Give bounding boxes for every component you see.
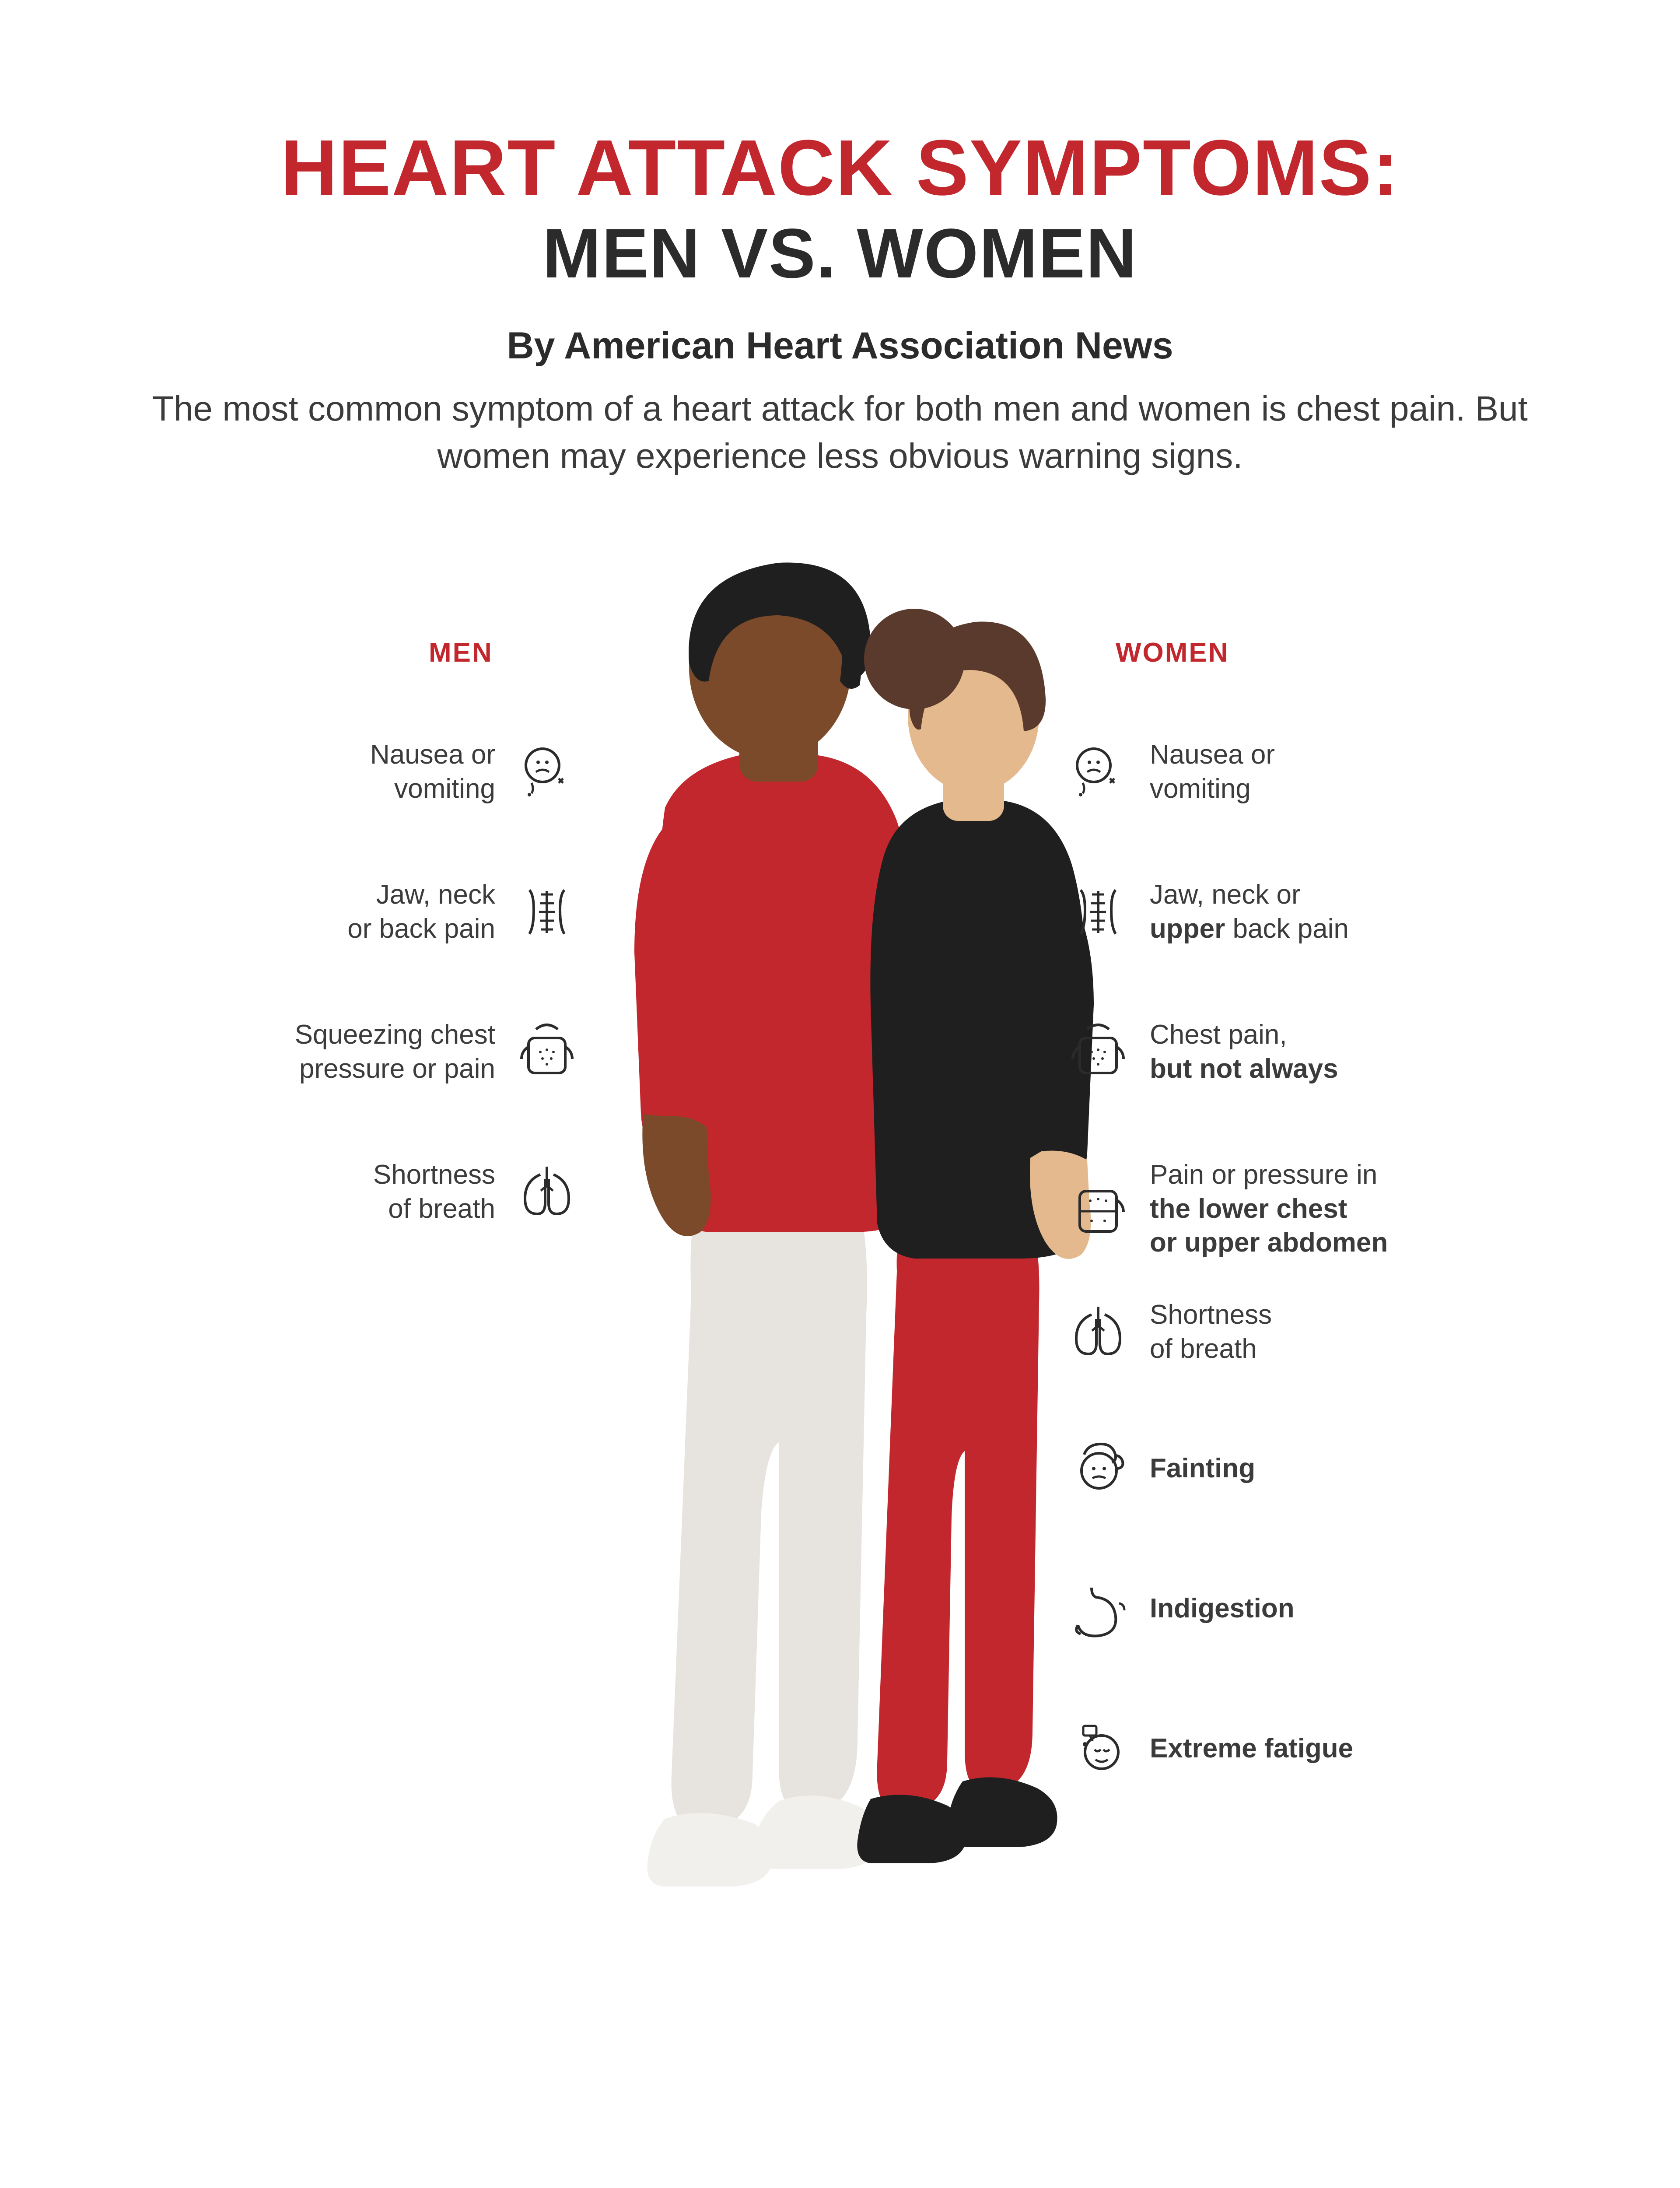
- faint-icon: [1068, 1438, 1129, 1499]
- symptom-label: Chest pain,but not always: [1150, 1018, 1338, 1086]
- people-illustration: [534, 550, 1146, 2037]
- symptom-label: Extreme fatigue: [1150, 1732, 1353, 1766]
- men-symptom-row: Squeezing chestpressure or pain: [219, 1018, 578, 1086]
- symptom-label: Shortnessof breath: [373, 1158, 495, 1226]
- women-symptom-row: Pain or pressure inthe lower chestor upp…: [1068, 1158, 1488, 1260]
- symptom-label: Shortnessof breath: [1150, 1298, 1272, 1366]
- women-symptom-row: Fainting: [1068, 1438, 1488, 1499]
- byline: By American Heart Association News: [131, 324, 1549, 368]
- symptom-label: Fainting: [1150, 1452, 1255, 1486]
- chest-icon: [1068, 1021, 1129, 1083]
- spine-icon: [1068, 881, 1129, 943]
- symptom-label: Nausea orvomiting: [370, 738, 495, 806]
- women-symptom-row: Chest pain,but not always: [1068, 1018, 1488, 1086]
- nausea-icon: [516, 741, 578, 803]
- men-symptom-row: Jaw, neckor back pain: [219, 878, 578, 946]
- lungs-icon: [516, 1161, 578, 1223]
- men-symptom-row: Shortnessof breath: [219, 1158, 578, 1226]
- title-line-1: HEART ATTACK SYMPTOMS:: [131, 123, 1549, 213]
- men-symptom-row: Nausea orvomiting: [219, 738, 578, 806]
- lungs-icon: [1068, 1301, 1129, 1363]
- comparison-figure: MEN WOMEN Nausea orvomiting Jaw, neckor b…: [184, 550, 1496, 2037]
- men-column-header: MEN: [429, 637, 493, 668]
- symptom-label: Nausea orvomiting: [1150, 738, 1275, 806]
- intro-text: The most common symptom of a heart attac…: [131, 385, 1549, 480]
- women-symptom-row: Nausea orvomiting: [1068, 738, 1488, 806]
- women-symptom-row: Extreme fatigue: [1068, 1718, 1488, 1779]
- stomach-icon: [1068, 1578, 1129, 1639]
- chest-icon: [516, 1021, 578, 1083]
- women-symptom-row: Jaw, neck orupper back pain: [1068, 878, 1488, 946]
- spine-icon: [516, 881, 578, 943]
- symptom-label: Jaw, neckor back pain: [347, 878, 495, 946]
- women-symptom-row: Indigestion: [1068, 1578, 1488, 1639]
- women-symptom-row: Shortnessof breath: [1068, 1298, 1488, 1366]
- symptom-label: Jaw, neck orupper back pain: [1150, 878, 1349, 946]
- women-column-header: WOMEN: [1116, 637, 1229, 668]
- symptom-label: Indigestion: [1150, 1592, 1295, 1626]
- fatigue-icon: [1068, 1718, 1129, 1779]
- title-block: HEART ATTACK SYMPTOMS: MEN VS. WOMEN By …: [131, 123, 1549, 480]
- symptom-label: Squeezing chestpressure or pain: [295, 1018, 495, 1086]
- nausea-icon: [1068, 741, 1129, 803]
- title-line-2: MEN VS. WOMEN: [131, 213, 1549, 294]
- symptom-label: Pain or pressure inthe lower chestor upp…: [1150, 1158, 1388, 1260]
- infographic-page: HEART ATTACK SYMPTOMS: MEN VS. WOMEN By …: [0, 0, 1680, 2188]
- abdomen-icon: [1068, 1178, 1129, 1239]
